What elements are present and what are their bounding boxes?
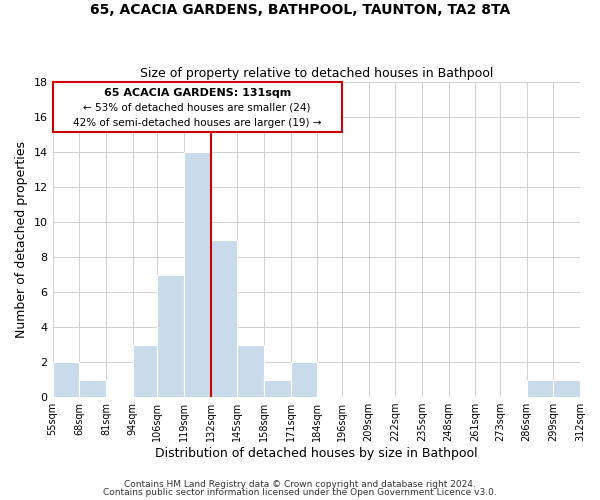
Bar: [211, 240, 237, 397]
Text: 42% of semi-detached houses are larger (19) →: 42% of semi-detached houses are larger (…: [73, 118, 322, 128]
Title: Size of property relative to detached houses in Bathpool: Size of property relative to detached ho…: [140, 66, 493, 80]
Bar: [290, 362, 317, 397]
Bar: [553, 380, 580, 397]
Text: ← 53% of detached houses are smaller (24): ← 53% of detached houses are smaller (24…: [83, 103, 311, 113]
Text: Contains HM Land Registry data © Crown copyright and database right 2024.: Contains HM Land Registry data © Crown c…: [124, 480, 476, 489]
Bar: [184, 152, 211, 397]
Bar: [527, 380, 553, 397]
Y-axis label: Number of detached properties: Number of detached properties: [15, 141, 28, 338]
Bar: [157, 274, 184, 397]
Text: 65, ACACIA GARDENS, BATHPOOL, TAUNTON, TA2 8TA: 65, ACACIA GARDENS, BATHPOOL, TAUNTON, T…: [90, 2, 510, 16]
Text: Contains public sector information licensed under the Open Government Licence v3: Contains public sector information licen…: [103, 488, 497, 497]
FancyBboxPatch shape: [53, 82, 342, 132]
Bar: [53, 362, 79, 397]
Bar: [264, 380, 290, 397]
X-axis label: Distribution of detached houses by size in Bathpool: Distribution of detached houses by size …: [155, 447, 478, 460]
Bar: [237, 344, 264, 397]
Bar: [133, 344, 157, 397]
Text: 65 ACACIA GARDENS: 131sqm: 65 ACACIA GARDENS: 131sqm: [104, 88, 291, 98]
Bar: [79, 380, 106, 397]
